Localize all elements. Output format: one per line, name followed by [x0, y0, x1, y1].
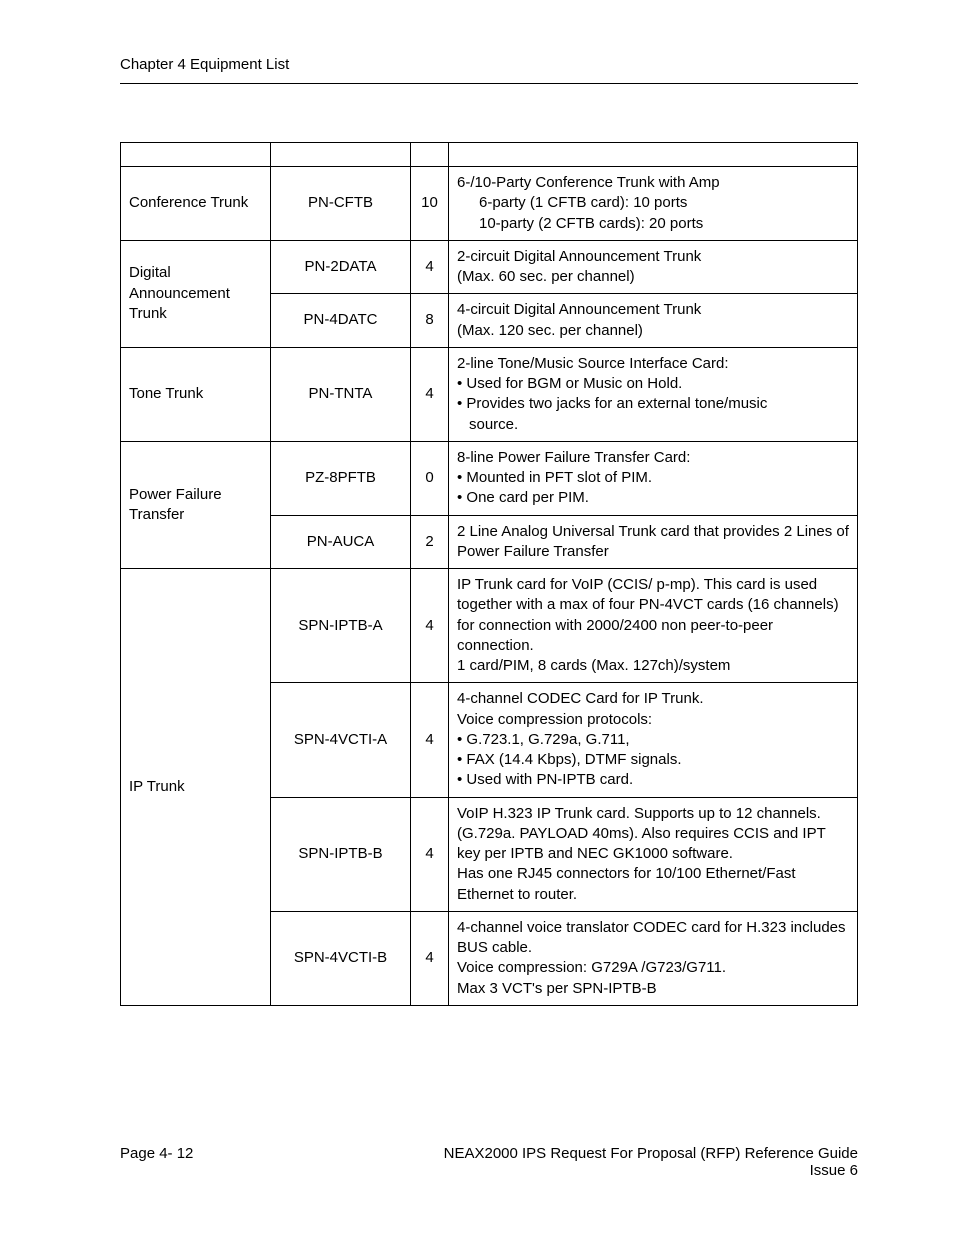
description-line: 4-circuit Digital Announcement Trunk — [457, 300, 849, 320]
table-header-cell — [411, 143, 449, 167]
description-line: (Max. 60 sec. per channel) — [457, 267, 849, 287]
header-rule — [120, 83, 858, 84]
table-header-cell — [449, 143, 858, 167]
table-cell-description: 6-/10-Party Conference Trunk with Amp6-p… — [449, 167, 858, 241]
description-line: VoIP H.323 IP Trunk card. Supports up to… — [457, 804, 849, 865]
table-cell-part: PZ-8PFTB — [271, 441, 411, 515]
table-cell-part: SPN-4VCTI-B — [271, 911, 411, 1005]
description-line: 6-/10-Party Conference Trunk with Amp — [457, 173, 849, 193]
table-cell-category: IP Trunk — [121, 569, 271, 1006]
table-cell-description: 2-line Tone/Music Source Interface Card:… — [449, 347, 858, 441]
table-cell-description: 2 Line Analog Universal Trunk card that … — [449, 515, 858, 569]
table-cell-part: PN-TNTA — [271, 347, 411, 441]
description-line: • Mounted in PFT slot of PIM. — [457, 468, 849, 488]
description-line: 1 card/PIM, 8 cards (Max. 127ch)/system — [457, 656, 849, 676]
footer-page-number: Page 4- 12 — [120, 1145, 193, 1162]
description-line: Has one RJ45 connectors for 10/100 Ether… — [457, 864, 849, 905]
table-cell-category: Digital Announcement Trunk — [121, 240, 271, 347]
description-line: 2-line Tone/Music Source Interface Card: — [457, 354, 849, 374]
table-cell-description: 8-line Power Failure Transfer Card:• Mou… — [449, 441, 858, 515]
page-footer: Page 4- 12 NEAX2000 IPS Request For Prop… — [120, 1145, 858, 1179]
table-cell-part: PN-CFTB — [271, 167, 411, 241]
table-cell-qty: 8 — [411, 294, 449, 348]
footer-title: NEAX2000 IPS Request For Proposal (RFP) … — [444, 1145, 858, 1162]
table-cell-description: 2-circuit Digital Announcement Trunk(Max… — [449, 240, 858, 294]
table-cell-qty: 4 — [411, 683, 449, 797]
table-cell-description: 4-channel voice translator CODEC card fo… — [449, 911, 858, 1005]
description-line: 2 Line Analog Universal Trunk card that … — [457, 522, 849, 563]
table-cell-description: 4-circuit Digital Announcement Trunk(Max… — [449, 294, 858, 348]
table-row: Tone TrunkPN-TNTA42-line Tone/Music Sour… — [121, 347, 858, 441]
description-line: (Max. 120 sec. per channel) — [457, 321, 849, 341]
description-line: 4-channel CODEC Card for IP Trunk. — [457, 689, 849, 709]
table-cell-qty: 10 — [411, 167, 449, 241]
description-line: Max 3 VCT's per SPN-IPTB-B — [457, 979, 849, 999]
table-cell-category: Tone Trunk — [121, 347, 271, 441]
description-line: source. — [457, 415, 849, 435]
description-line: 6-party (1 CFTB card): 10 ports — [457, 193, 849, 213]
description-line: • Used for BGM or Music on Hold. — [457, 374, 849, 394]
table-cell-description: 4-channel CODEC Card for IP Trunk.Voice … — [449, 683, 858, 797]
table-cell-qty: 4 — [411, 569, 449, 683]
table-cell-description: IP Trunk card for VoIP (CCIS/ p-mp). Thi… — [449, 569, 858, 683]
description-line: • FAX (14.4 Kbps), DTMF signals. — [457, 750, 849, 770]
table-cell-category: Power Failure Transfer — [121, 441, 271, 568]
description-line: 10-party (2 CFTB cards): 20 ports — [457, 214, 849, 234]
description-line: IP Trunk card for VoIP (CCIS/ p-mp). Thi… — [457, 575, 849, 656]
table-header-cell — [271, 143, 411, 167]
table-cell-qty: 0 — [411, 441, 449, 515]
table-cell-part: PN-2DATA — [271, 240, 411, 294]
description-line: • G.723.1, G.729a, G.711, — [457, 730, 849, 750]
table-cell-qty: 4 — [411, 911, 449, 1005]
table-row: IP TrunkSPN-IPTB-A4IP Trunk card for VoI… — [121, 569, 858, 683]
table-header-row — [121, 143, 858, 167]
description-line: Voice compression: G729A /G723/G711. — [457, 958, 849, 978]
table-row: Conference TrunkPN-CFTB106-/10-Party Con… — [121, 167, 858, 241]
description-line: Voice compression protocols: — [457, 710, 849, 730]
footer-issue: Issue 6 — [810, 1162, 858, 1179]
equipment-table-body: Conference TrunkPN-CFTB106-/10-Party Con… — [121, 167, 858, 1006]
table-cell-part: SPN-4VCTI-A — [271, 683, 411, 797]
table-cell-qty: 2 — [411, 515, 449, 569]
description-line: 4-channel voice translator CODEC card fo… — [457, 918, 849, 959]
table-header-cell — [121, 143, 271, 167]
table-cell-part: PN-AUCA — [271, 515, 411, 569]
table-row: Digital Announcement TrunkPN-2DATA42-cir… — [121, 240, 858, 294]
description-line: • Used with PN-IPTB card. — [457, 770, 849, 790]
table-cell-part: SPN-IPTB-B — [271, 797, 411, 911]
description-line: • Provides two jacks for an external ton… — [457, 394, 849, 414]
description-line: 2-circuit Digital Announcement Trunk — [457, 247, 849, 267]
table-cell-qty: 4 — [411, 797, 449, 911]
table-cell-description: VoIP H.323 IP Trunk card. Supports up to… — [449, 797, 858, 911]
table-cell-qty: 4 — [411, 240, 449, 294]
description-line: • One card per PIM. — [457, 488, 849, 508]
table-cell-category: Conference Trunk — [121, 167, 271, 241]
table-cell-part: SPN-IPTB-A — [271, 569, 411, 683]
table-cell-part: PN-4DATC — [271, 294, 411, 348]
equipment-table: Conference TrunkPN-CFTB106-/10-Party Con… — [120, 142, 858, 1006]
description-line: 8-line Power Failure Transfer Card: — [457, 448, 849, 468]
table-row: Power Failure TransferPZ-8PFTB08-line Po… — [121, 441, 858, 515]
chapter-header: Chapter 4 Equipment List — [120, 56, 858, 73]
table-cell-qty: 4 — [411, 347, 449, 441]
